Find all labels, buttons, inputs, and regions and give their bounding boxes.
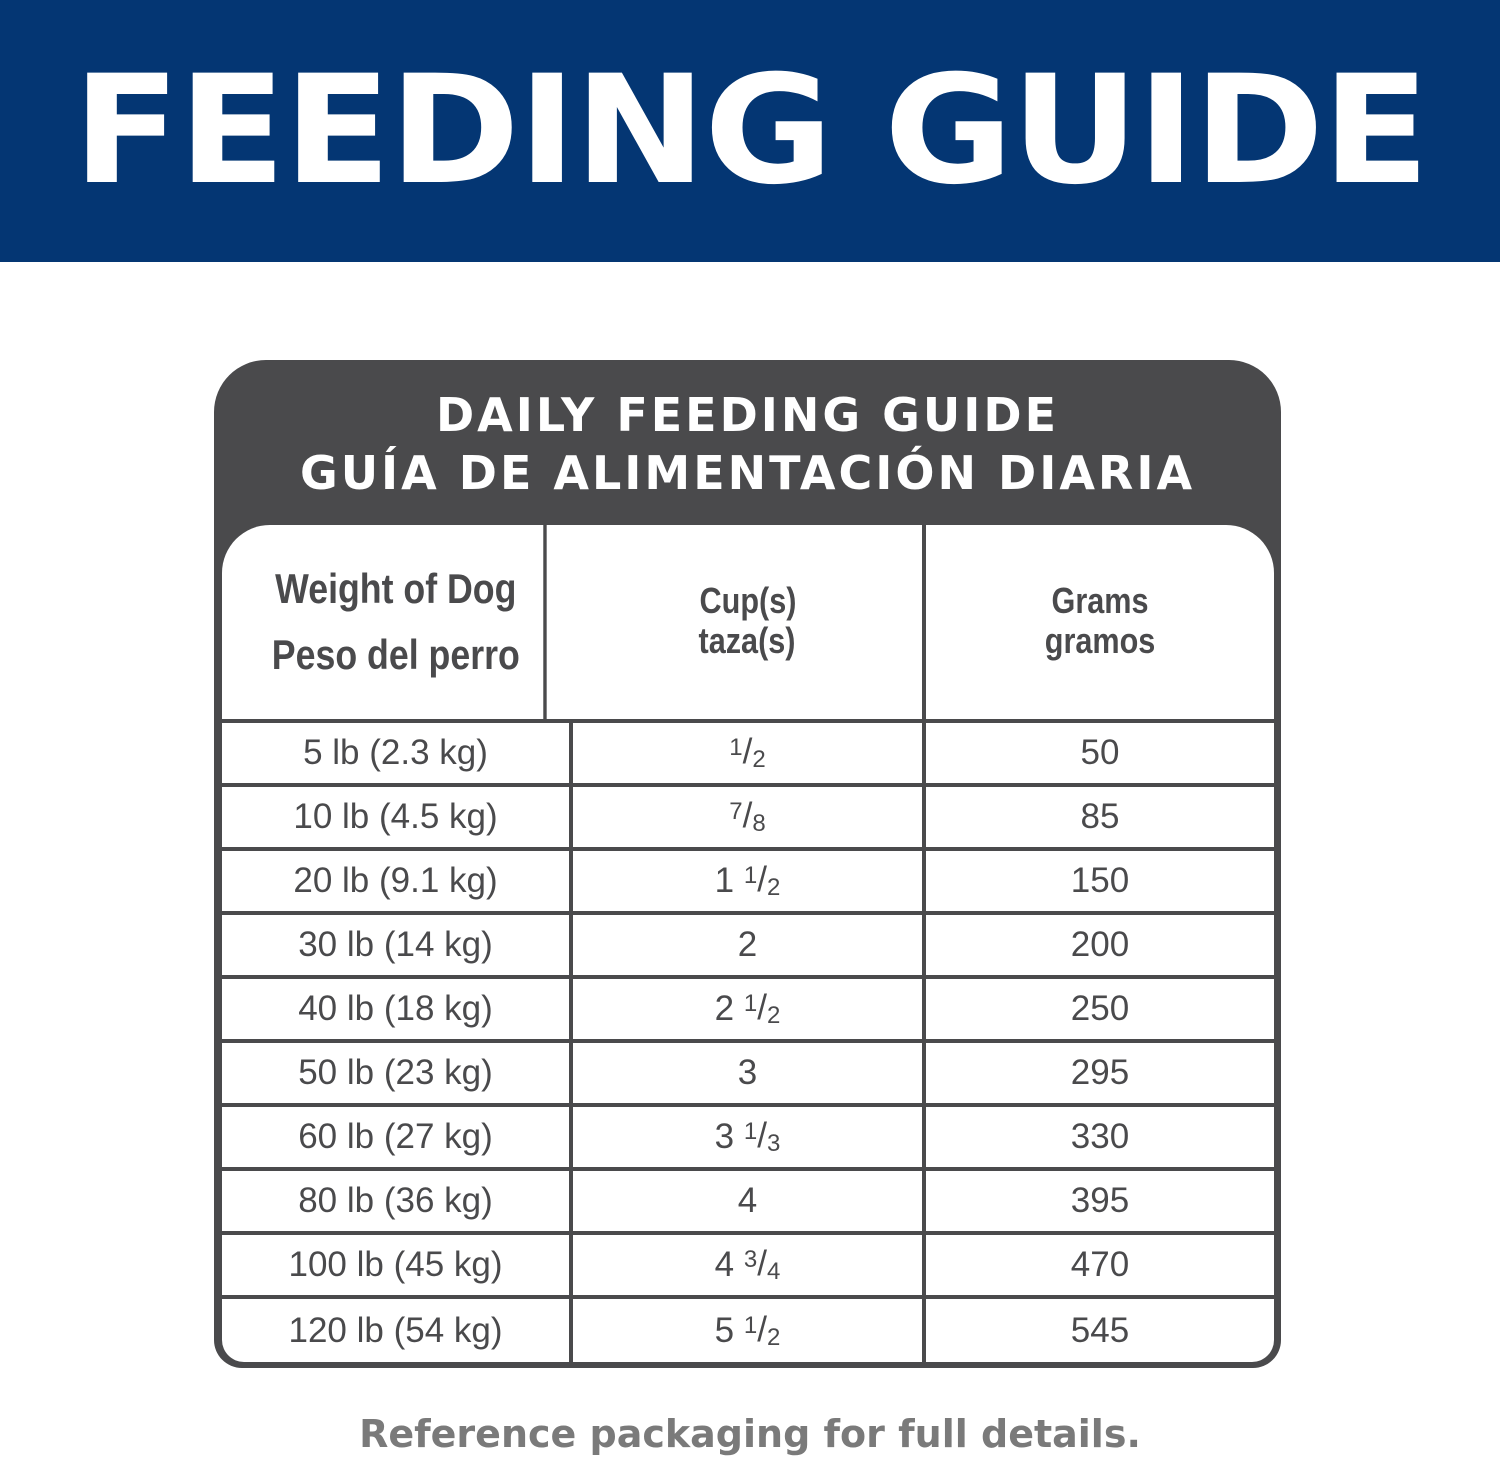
cups-whole: 2	[737, 925, 758, 964]
header-cups-en: Cup(s)	[699, 580, 796, 621]
grams-cell: 85	[1080, 797, 1120, 836]
table-row: 120 lb (54 kg) 5 1/2 545	[222, 1299, 1274, 1362]
cups-whole: 4	[714, 1245, 735, 1284]
weight-cell: 100 lb (45 kg)	[222, 1235, 573, 1295]
card-title-en: DAILY FEEDING GUIDE	[435, 388, 1060, 442]
cups-denominator: 2	[766, 1324, 781, 1351]
cups-numerator: 1	[729, 734, 743, 761]
grams-cell: 545	[1070, 1311, 1130, 1350]
cups-cell: 3	[573, 1043, 926, 1103]
weight-cell: 10 lb (4.5 kg)	[222, 787, 573, 847]
header-weight-es: Peso del perro	[271, 631, 520, 678]
cups-denominator: 3	[766, 1130, 781, 1157]
header-weight: Weight of Dog Peso del perro	[248, 525, 547, 719]
weight-cell: 50 lb (23 kg)	[222, 1043, 573, 1103]
cups-denominator: 2	[766, 874, 781, 901]
weight-cell: 120 lb (54 kg)	[222, 1299, 573, 1362]
cups-cell: 2 1/2	[573, 979, 926, 1039]
cups-denominator: 8	[752, 810, 766, 837]
cups-cell: 2	[573, 915, 926, 975]
cups-cell: 5 1/2	[573, 1299, 926, 1362]
cups-fraction: 1/3	[743, 1116, 781, 1157]
grams-cell: 250	[1070, 989, 1130, 1028]
cups-denominator: 2	[752, 746, 766, 773]
cups-cell: 4	[573, 1171, 926, 1231]
weight-cell: 30 lb (14 kg)	[222, 915, 573, 975]
cups-numerator: 7	[729, 798, 743, 825]
header-weight-en: Weight of Dog	[275, 565, 517, 612]
table-row: 60 lb (27 kg) 3 1/3 330	[222, 1107, 1274, 1171]
table-header-row: Weight of Dog Peso del perro Cup(s) taza…	[222, 525, 1274, 723]
cups-cell: 7/8	[573, 787, 926, 847]
grams-cell: 470	[1070, 1245, 1130, 1284]
table-row: 40 lb (18 kg) 2 1/2 250	[222, 979, 1274, 1043]
weight-cell: 80 lb (36 kg)	[222, 1171, 573, 1231]
cups-fraction: 1/2	[743, 988, 781, 1029]
cups-whole: 3	[714, 1117, 735, 1156]
header-cups: Cup(s) taza(s)	[573, 525, 926, 719]
cups-fraction: 1/2	[743, 860, 781, 901]
grams-cell: 150	[1070, 861, 1130, 900]
weight-cell: 60 lb (27 kg)	[222, 1107, 573, 1167]
cups-numerator: 1	[743, 1118, 758, 1145]
footer-note: Reference packaging for full details.	[359, 1412, 1141, 1456]
cups-fraction: 1/2	[729, 732, 766, 773]
feeding-guide-card: DAILY FEEDING GUIDE GUÍA DE ALIMENTACIÓN…	[214, 360, 1281, 1368]
grams-cell: 330	[1070, 1117, 1130, 1156]
header-grams-es: gramos	[1044, 620, 1156, 661]
cups-fraction: 7/8	[729, 796, 766, 837]
table-row: 100 lb (45 kg) 4 3/4 470	[222, 1235, 1274, 1299]
cups-whole: 2	[714, 989, 735, 1028]
table-row: 20 lb (9.1 kg) 1 1/2 150	[222, 851, 1274, 915]
table-row: 30 lb (14 kg) 2 200	[222, 915, 1274, 979]
cups-fraction: 1/2	[743, 1310, 781, 1351]
table-row: 10 lb (4.5 kg) 7/8 85	[222, 787, 1274, 851]
weight-cell: 5 lb (2.3 kg)	[222, 723, 573, 783]
feeding-table: Weight of Dog Peso del perro Cup(s) taza…	[222, 525, 1274, 1362]
card-title: DAILY FEEDING GUIDE GUÍA DE ALIMENTACIÓN…	[214, 386, 1281, 502]
table-row: 5 lb (2.3 kg) 1/2 50	[222, 723, 1274, 787]
cups-denominator: 4	[766, 1258, 781, 1285]
weight-cell: 40 lb (18 kg)	[222, 979, 573, 1039]
table-row: 50 lb (23 kg) 3 295	[222, 1043, 1274, 1107]
weight-cell: 20 lb (9.1 kg)	[222, 851, 573, 911]
cups-cell: 3 1/3	[573, 1107, 926, 1167]
cups-denominator: 2	[766, 1002, 781, 1029]
page-title: FEEDING GUIDE	[72, 44, 1430, 218]
cups-numerator: 3	[743, 1246, 758, 1273]
cups-whole: 4	[737, 1181, 758, 1220]
cups-whole: 1	[714, 861, 735, 900]
table-row: 80 lb (36 kg) 4 395	[222, 1171, 1274, 1235]
cups-cell: 1/2	[573, 723, 926, 783]
cups-numerator: 1	[743, 1312, 758, 1339]
grams-cell: 395	[1070, 1181, 1130, 1220]
banner: FEEDING GUIDE	[0, 0, 1500, 262]
cups-cell: 4 3/4	[573, 1235, 926, 1295]
cups-numerator: 1	[743, 862, 758, 889]
header-cups-es: taza(s)	[699, 620, 796, 661]
header-grams: Grams gramos	[926, 525, 1274, 719]
grams-cell: 295	[1070, 1053, 1130, 1092]
card-title-es: GUÍA DE ALIMENTACIÓN DIARIA	[299, 446, 1196, 500]
grams-cell: 50	[1080, 733, 1120, 772]
cups-whole: 5	[714, 1311, 735, 1350]
grams-cell: 200	[1070, 925, 1130, 964]
cups-whole: 3	[737, 1053, 758, 1092]
cups-fraction: 3/4	[743, 1244, 781, 1285]
cups-cell: 1 1/2	[573, 851, 926, 911]
header-grams-en: Grams	[1051, 580, 1149, 621]
cups-numerator: 1	[743, 990, 758, 1017]
